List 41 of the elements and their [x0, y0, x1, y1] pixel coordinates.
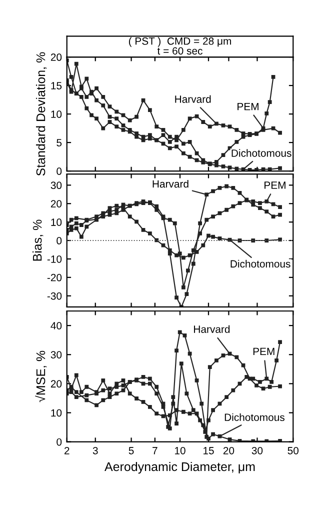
y-tick-label: 40 — [50, 322, 62, 330]
y-tick-label: 10 — [51, 110, 62, 118]
y-tick-label: 0 — [56, 438, 62, 446]
y-axis-title: Standard Deviation, % — [36, 52, 47, 176]
y-tick-label: 30 — [50, 182, 62, 190]
series-label: PEM — [253, 348, 274, 356]
x-tick-label: 10 — [175, 446, 186, 454]
y-axis-title: √MSE, % — [35, 350, 47, 402]
series-label: Dichotomous — [232, 149, 292, 157]
x-axis-title: Aerodynamic Diameter, μm — [104, 462, 255, 474]
series-label: Dichotomous — [224, 413, 284, 422]
y-axis-title: Bias, % — [32, 220, 44, 261]
y-tick-label: -30 — [47, 292, 62, 300]
series-label: PEM — [238, 102, 258, 110]
y-tick-label: 20 — [50, 54, 62, 61]
y-tick-label: 15 — [51, 82, 62, 90]
x-tick-label: 30 — [252, 446, 263, 454]
x-tick-label: 7 — [152, 447, 158, 454]
x-tick-label: 15 — [204, 447, 214, 454]
series-label: Harvard — [152, 180, 188, 188]
y-tick-label: 20 — [50, 380, 62, 388]
y-tick-label: 10 — [51, 409, 62, 417]
y-tick-label: 10 — [51, 218, 62, 226]
x-tick-label: 2 — [64, 446, 70, 454]
x-tick-label: 50 — [288, 446, 299, 454]
x-tick-label: 20 — [223, 446, 234, 454]
y-tick-label: 30 — [50, 351, 62, 358]
y-tick-label: -20 — [47, 274, 62, 282]
series-label: Harvard — [175, 95, 211, 103]
y-tick-label: 20 — [50, 200, 62, 208]
series-label: Harvard — [194, 325, 230, 333]
chart-title: ( PST ) CMD = 28 μm — [128, 37, 231, 47]
y-tick-label: 5 — [56, 139, 62, 146]
x-tick-label: 5 — [128, 447, 134, 454]
y-tick-label: 0 — [56, 168, 62, 175]
y-tick-label: 0 — [56, 237, 62, 244]
x-tick-label: 3 — [92, 446, 98, 454]
series-label: Dichotomous — [230, 260, 290, 268]
y-tick-label: -10 — [47, 255, 62, 263]
series-label: PEM — [264, 182, 286, 189]
chart-subtitle: t = 60 sec — [157, 47, 202, 55]
